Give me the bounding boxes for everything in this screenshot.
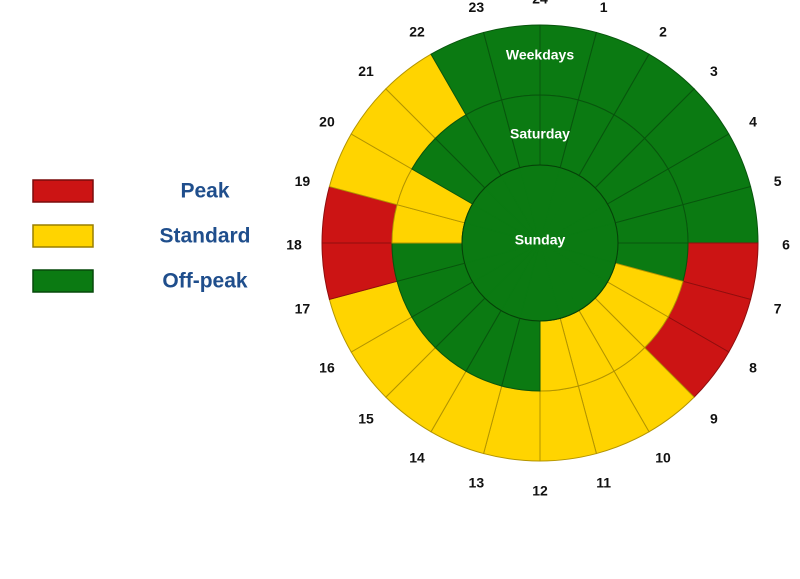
hour-label: 19 [295, 173, 311, 189]
legend-swatch [32, 269, 94, 293]
hour-label: 5 [774, 173, 782, 189]
hour-label: 8 [749, 360, 757, 376]
hour-label: 22 [409, 24, 425, 40]
hour-label: 13 [469, 474, 485, 490]
hour-label: 14 [409, 450, 425, 466]
sunday-outline [461, 164, 619, 322]
legend-label: Standard [159, 225, 250, 248]
ring-label: Sunday [515, 232, 566, 248]
hour-label: 15 [358, 411, 374, 427]
legend-label: Peak [180, 180, 229, 203]
hour-label: 4 [749, 114, 757, 130]
hour-label: 2 [659, 24, 667, 40]
hour-label: 24 [532, 0, 548, 7]
hour-label: 17 [295, 300, 311, 316]
hour-label: 11 [596, 474, 611, 490]
hour-label: 23 [469, 0, 485, 15]
ring-label: Weekdays [506, 47, 574, 63]
hour-label: 6 [782, 237, 790, 253]
legend-label: Off-peak [162, 270, 248, 293]
hour-label: 21 [358, 63, 374, 79]
hour-label: 12 [532, 483, 548, 499]
hour-label: 10 [655, 450, 671, 466]
ring-label: Saturday [510, 126, 570, 142]
legend-swatch [32, 224, 94, 248]
legend-swatch [32, 179, 94, 203]
hour-label: 9 [710, 411, 718, 427]
hour-label: 20 [319, 114, 335, 130]
hour-label: 16 [319, 360, 335, 376]
hour-label: 1 [600, 0, 608, 15]
hour-label: 18 [286, 237, 302, 253]
hour-label: 3 [710, 63, 718, 79]
hour-label: 7 [774, 300, 782, 316]
